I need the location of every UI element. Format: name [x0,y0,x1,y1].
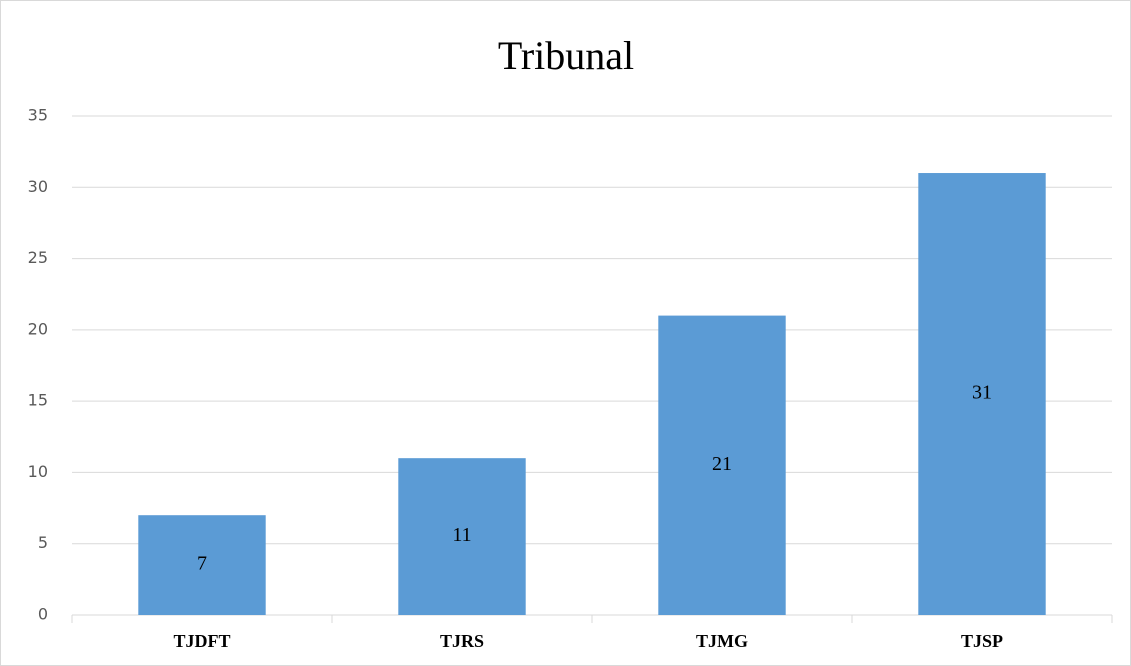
data-label: 21 [712,453,732,475]
bar [918,173,1046,615]
chart-title: Tribunal [498,33,634,78]
y-tick-label: 25 [28,248,48,267]
bar [658,315,786,615]
data-label: 31 [972,382,992,404]
y-tick-label: 10 [28,462,48,481]
x-tick-label: TJDFT [173,631,230,651]
y-tick-label: 0 [38,605,48,624]
y-tick-label: 5 [38,533,48,552]
data-label: 7 [197,553,207,575]
data-label: 11 [452,524,471,546]
bar [398,458,526,615]
x-tick-label: TJSP [961,631,1003,651]
x-tick-label: TJRS [440,631,484,651]
y-tick-label: 35 [28,106,48,125]
y-tick-label: 30 [28,177,48,196]
y-tick-label: 20 [28,319,48,338]
bar [138,515,266,615]
x-tick-label: TJMG [696,631,748,651]
y-tick-label: 15 [28,391,48,410]
